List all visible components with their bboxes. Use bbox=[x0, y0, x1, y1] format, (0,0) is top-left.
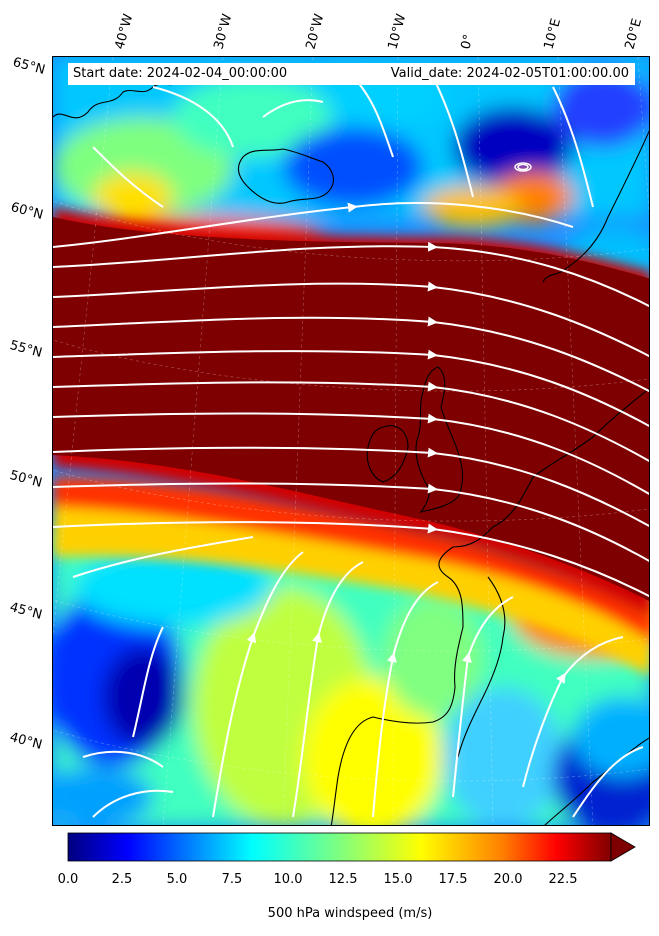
colorbar-tick: 17.5 bbox=[438, 872, 468, 887]
colorbar bbox=[67, 832, 636, 862]
wind-map-canvas bbox=[53, 57, 649, 825]
windspeed-shading bbox=[53, 57, 649, 825]
lon-label-10e: 10°E bbox=[541, 16, 565, 51]
lon-label-20e: 20°E bbox=[622, 16, 646, 51]
lat-label-60n: 60°N bbox=[9, 200, 45, 223]
lat-label-40n: 40°N bbox=[8, 730, 44, 753]
start-date-label: Start date: 2024-02-04_00:00:00 bbox=[68, 63, 363, 85]
colorbar-tick: 15.0 bbox=[383, 872, 413, 887]
colorbar-extend-arrow bbox=[610, 832, 636, 862]
colorbar-label: 500 hPa windspeed (m/s) bbox=[267, 906, 433, 921]
circulation-loop bbox=[514, 162, 532, 172]
colorbar-tick: 22.5 bbox=[548, 872, 578, 887]
lon-label-40w: 40°W bbox=[112, 12, 137, 51]
colorbar-tick: 7.5 bbox=[221, 872, 243, 887]
lon-label-0: 0° bbox=[458, 32, 477, 51]
lon-label-10w: 10°W bbox=[385, 12, 410, 51]
valid-date-label: Valid_date: 2024-02-05T01:00:00.00 bbox=[363, 63, 635, 85]
lat-label-65n: 65°N bbox=[11, 55, 47, 78]
colorbar-tick: 2.5 bbox=[111, 872, 133, 887]
streamlines bbox=[53, 76, 649, 818]
colorbar-gradient bbox=[67, 832, 612, 862]
lat-label-45n: 45°N bbox=[8, 600, 44, 623]
colorbar-tick: 5.0 bbox=[166, 872, 188, 887]
colorbar-tick: 0.0 bbox=[57, 872, 79, 887]
colorbar-tick: 20.0 bbox=[493, 872, 523, 887]
lat-label-55n: 55°N bbox=[8, 338, 44, 361]
lon-label-20w: 20°W bbox=[303, 12, 328, 51]
lon-label-30w: 30°W bbox=[211, 12, 236, 51]
wind-map bbox=[52, 56, 650, 826]
lat-label-50n: 50°N bbox=[8, 468, 44, 491]
colorbar-tick: 10.0 bbox=[273, 872, 303, 887]
colorbar-tick: 12.5 bbox=[328, 872, 358, 887]
graticule bbox=[53, 57, 649, 825]
